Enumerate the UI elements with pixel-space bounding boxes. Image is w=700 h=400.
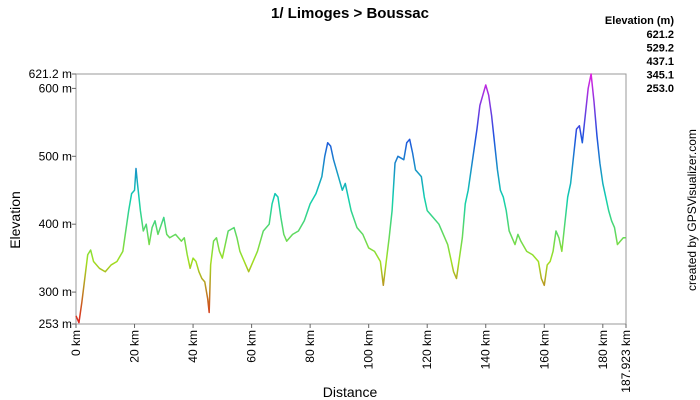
x-tick-label: 40 km <box>186 330 200 363</box>
y-tick-label: 500 m <box>39 149 72 163</box>
legend-value: 437.1 <box>646 56 674 68</box>
legend-value: 529.2 <box>646 43 674 55</box>
x-tick-label: 120 km <box>420 330 434 369</box>
legend-title: Elevation (m) <box>605 15 674 27</box>
credit: created by GPSVisualizer.com <box>685 129 699 291</box>
x-tick-label: 187.923 km <box>619 330 633 393</box>
y-tick-label: 253 m <box>39 317 72 331</box>
x-tick-label: 20 km <box>128 330 142 363</box>
y-tick-label: 400 m <box>39 217 72 231</box>
x-tick-label: 140 km <box>479 330 493 369</box>
x-tick-label: 160 km <box>537 330 551 369</box>
legend-value: 253.0 <box>646 83 674 95</box>
x-tick-label: 80 km <box>303 330 317 363</box>
elevation-line <box>75 73 626 324</box>
y-tick-label: 600 m <box>39 81 72 95</box>
y-axis-title: Elevation <box>7 191 23 249</box>
legend-value: 621.2 <box>646 29 674 41</box>
x-axis-title: Distance <box>323 384 378 400</box>
x-tick-label: 100 km <box>362 330 376 369</box>
x-tick-label: 60 km <box>245 330 259 363</box>
plot-frame <box>75 73 627 325</box>
x-tick-label: 180 km <box>596 330 610 369</box>
y-tick-label: 621.2 m <box>29 67 72 81</box>
y-tick-label: 300 m <box>39 285 72 299</box>
chart-title: 1/ Limoges > Boussac <box>271 5 429 22</box>
x-tick-label: 0 km <box>69 330 83 356</box>
legend-value: 345.1 <box>646 70 674 82</box>
